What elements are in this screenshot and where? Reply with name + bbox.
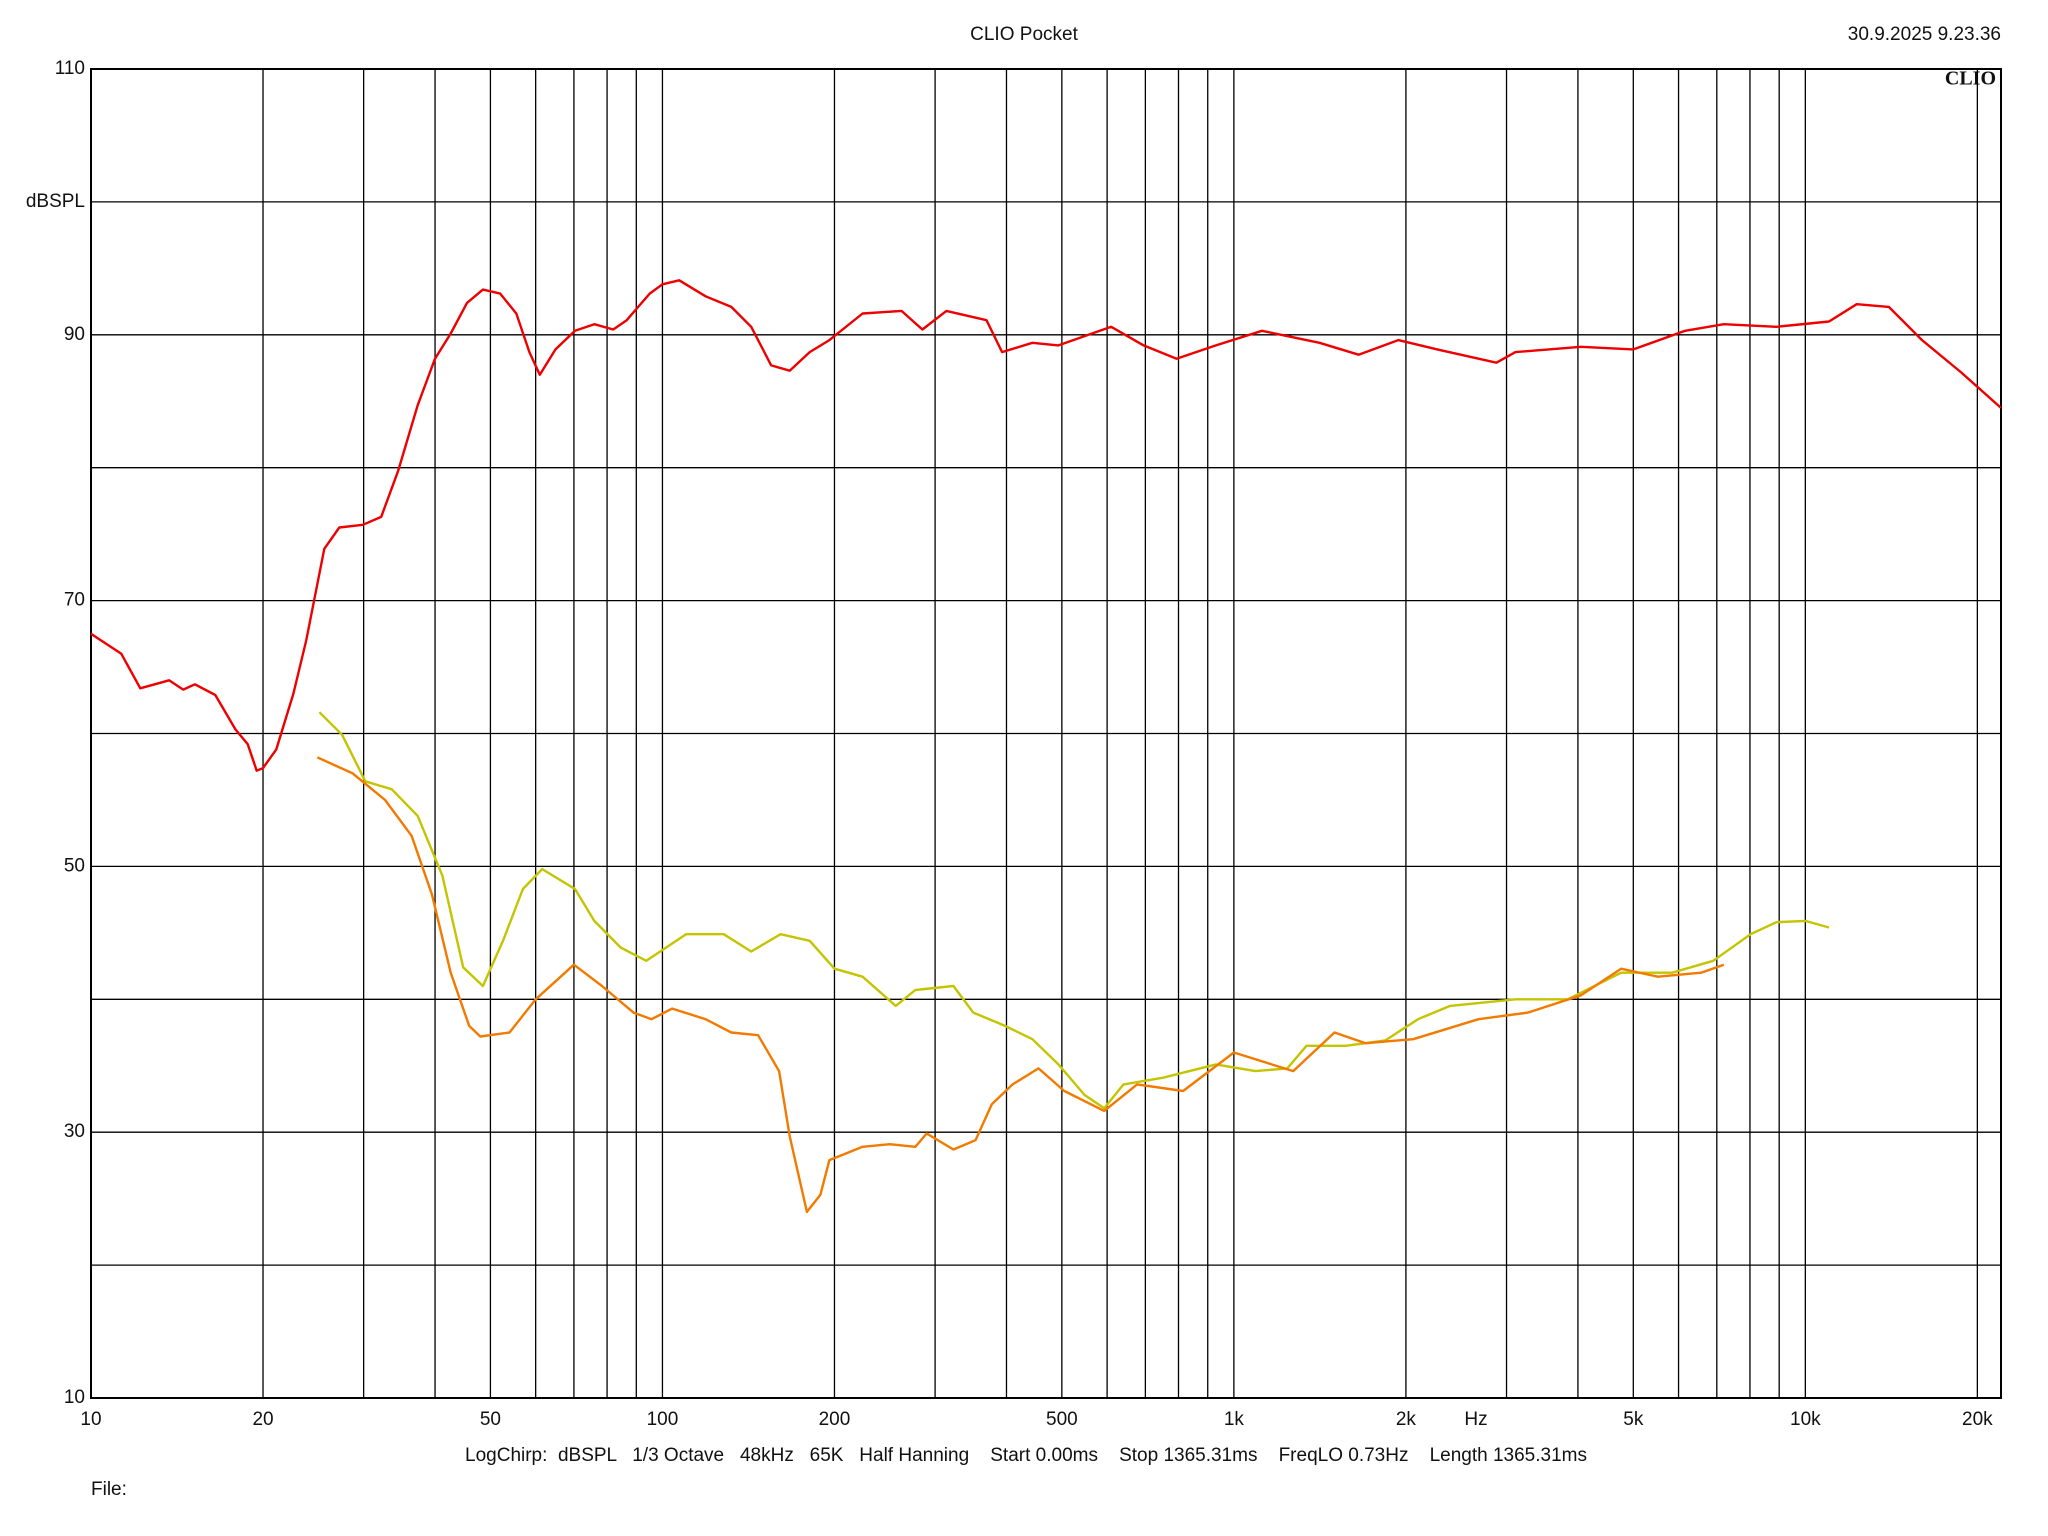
data-line	[316, 756, 1725, 1214]
x-tick-label: 50	[480, 1409, 501, 1430]
settings: LogChirp: dBSPL 1/3 Octave 48kHz 65K Hal…	[465, 1445, 1587, 1466]
y-tick-label: 10	[64, 1387, 85, 1408]
x-tick-label: 1k	[1224, 1409, 1245, 1430]
y-tick-label: 90	[64, 324, 85, 345]
x-tick-label: 2k	[1396, 1409, 1417, 1430]
timestamp: 30.9.2025 9.23.36	[1848, 24, 2001, 45]
x-tick-label: 20k	[1962, 1409, 1993, 1430]
data-line	[90, 279, 2002, 772]
x-tick-label: 10	[80, 1409, 101, 1430]
y-axis-label: dBSPL	[26, 191, 85, 212]
y-tick-label: 30	[64, 1121, 85, 1142]
x-tick-label: 100	[647, 1409, 679, 1430]
x-tick-label: 200	[819, 1409, 851, 1430]
chart-title: CLIO Pocket	[970, 24, 1078, 45]
x-axis-label: Hz	[1464, 1409, 1487, 1430]
x-tick-label: 10k	[1790, 1409, 1821, 1430]
data-line	[318, 711, 1830, 1110]
file-label: File:	[91, 1479, 127, 1500]
y-tick-label: 70	[64, 590, 85, 611]
x-tick-label: 500	[1046, 1409, 1078, 1430]
y-tick-label: 50	[64, 855, 85, 876]
x-tick-label: 5k	[1623, 1409, 1644, 1430]
logo: CLIO	[1945, 68, 1996, 90]
y-tick-label: 110	[55, 58, 85, 79]
x-tick-label: 20	[252, 1409, 273, 1430]
